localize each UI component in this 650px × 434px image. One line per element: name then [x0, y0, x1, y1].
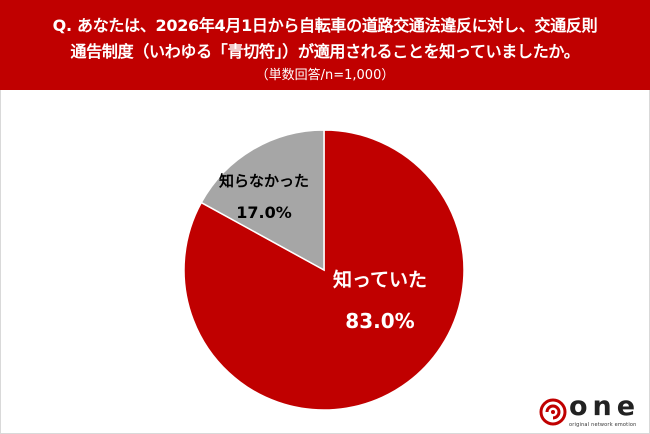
- question-banner: Q. あなたは、2026年4月1日から自転車の道路交通法違反に対し、交通反則 通…: [0, 0, 650, 90]
- slice-value-2: 17.0%: [236, 203, 292, 222]
- logo-wordmark: one: [569, 391, 641, 422]
- spiral-icon: [539, 398, 567, 426]
- subtitle: （単数回答/n=1,000）: [255, 68, 395, 83]
- pie-chart: 知っていた 83.0% 知らなかった 17.0%: [183, 129, 465, 411]
- pie-slice-2: [200, 129, 325, 272]
- logo-tagline: original network emotion: [569, 422, 637, 428]
- brand-logo: one original network emotion: [539, 391, 641, 431]
- slice-label-1: 知っていた: [333, 268, 427, 291]
- question-line-1: Q. あなたは、2026年4月1日から自転車の道路交通法違反に対し、交通反則: [52, 16, 598, 35]
- slice-label-2: 知らなかった: [219, 172, 309, 190]
- slice-value-1: 83.0%: [345, 309, 414, 333]
- question-line-2: 通告制度（いわゆる「青切符」）が適用されることを知っていましたか。: [70, 42, 580, 61]
